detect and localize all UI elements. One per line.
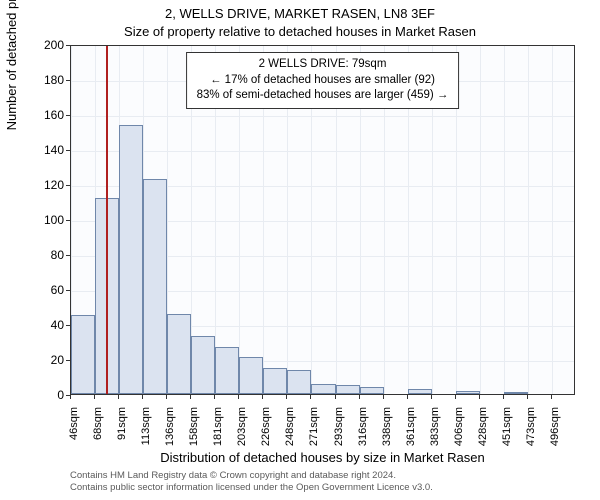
y-tick-mark bbox=[66, 290, 70, 291]
y-tick-label: 0 bbox=[28, 388, 64, 402]
x-tick-mark bbox=[166, 395, 167, 399]
histogram-bar bbox=[143, 179, 167, 394]
y-tick-mark bbox=[66, 115, 70, 116]
x-tick-mark bbox=[70, 395, 71, 399]
x-tick-mark bbox=[335, 395, 336, 399]
histogram-bar bbox=[263, 368, 287, 394]
x-tick-mark bbox=[286, 395, 287, 399]
histogram-bar bbox=[119, 125, 143, 395]
footer-attribution: Contains HM Land Registry data © Crown c… bbox=[70, 470, 575, 494]
x-tick-mark bbox=[262, 395, 263, 399]
histogram-bar bbox=[167, 314, 191, 395]
histogram-bar bbox=[360, 387, 384, 394]
annotation-line: 83% of semi-detached houses are larger (… bbox=[197, 88, 449, 104]
y-tick-label: 160 bbox=[28, 108, 64, 122]
y-tick-label: 40 bbox=[28, 318, 64, 332]
x-tick-mark bbox=[214, 395, 215, 399]
annotation-line: ← 17% of detached houses are smaller (92… bbox=[197, 73, 449, 89]
annotation-line: 2 WELLS DRIVE: 79sqm bbox=[197, 57, 449, 73]
x-tick-mark bbox=[359, 395, 360, 399]
footer-line: Contains HM Land Registry data © Crown c… bbox=[70, 470, 575, 482]
y-tick-label: 180 bbox=[28, 73, 64, 87]
x-axis-label: Distribution of detached houses by size … bbox=[70, 450, 575, 465]
x-tick-mark bbox=[527, 395, 528, 399]
x-tick-mark bbox=[479, 395, 480, 399]
y-tick-label: 120 bbox=[28, 178, 64, 192]
x-tick-mark bbox=[407, 395, 408, 399]
x-tick-mark bbox=[455, 395, 456, 399]
y-tick-label: 80 bbox=[28, 248, 64, 262]
plot-area: 2 WELLS DRIVE: 79sqm ← 17% of detached h… bbox=[70, 45, 575, 395]
x-tick-mark bbox=[118, 395, 119, 399]
x-tick-mark bbox=[238, 395, 239, 399]
x-tick-mark bbox=[383, 395, 384, 399]
x-tick-mark bbox=[190, 395, 191, 399]
histogram-bar bbox=[287, 370, 311, 395]
y-tick-label: 20 bbox=[28, 353, 64, 367]
x-tick-mark bbox=[142, 395, 143, 399]
chart-root: 2, WELLS DRIVE, MARKET RASEN, LN8 3EF Si… bbox=[0, 0, 600, 500]
histogram-bar bbox=[215, 347, 239, 394]
y-tick-mark bbox=[66, 185, 70, 186]
y-tick-mark bbox=[66, 150, 70, 151]
y-tick-label: 140 bbox=[28, 143, 64, 157]
x-tick-mark bbox=[431, 395, 432, 399]
histogram-bar bbox=[456, 391, 480, 395]
y-tick-label: 200 bbox=[28, 38, 64, 52]
x-tick-mark bbox=[310, 395, 311, 399]
x-tick-mark bbox=[503, 395, 504, 399]
histogram-bar bbox=[504, 392, 528, 394]
histogram-bar bbox=[71, 315, 95, 394]
y-tick-mark bbox=[66, 255, 70, 256]
histogram-bar bbox=[191, 336, 215, 394]
annotation-box: 2 WELLS DRIVE: 79sqm ← 17% of detached h… bbox=[186, 52, 460, 109]
x-tick-mark bbox=[94, 395, 95, 399]
chart-subtitle: Size of property relative to detached ho… bbox=[0, 24, 600, 39]
y-tick-label: 100 bbox=[28, 213, 64, 227]
x-tick-mark bbox=[551, 395, 552, 399]
chart-title: 2, WELLS DRIVE, MARKET RASEN, LN8 3EF bbox=[0, 6, 600, 21]
histogram-bar bbox=[336, 385, 360, 394]
histogram-bar bbox=[408, 389, 432, 394]
y-tick-mark bbox=[66, 220, 70, 221]
y-tick-mark bbox=[66, 45, 70, 46]
histogram-bar bbox=[311, 384, 335, 395]
reference-marker-line bbox=[106, 46, 108, 394]
y-tick-label: 60 bbox=[28, 283, 64, 297]
footer-line: Contains public sector information licen… bbox=[70, 482, 575, 494]
y-tick-mark bbox=[66, 325, 70, 326]
y-tick-mark bbox=[66, 80, 70, 81]
y-axis-label: Number of detached properties bbox=[4, 0, 19, 130]
y-tick-mark bbox=[66, 360, 70, 361]
histogram-bar bbox=[239, 357, 263, 394]
